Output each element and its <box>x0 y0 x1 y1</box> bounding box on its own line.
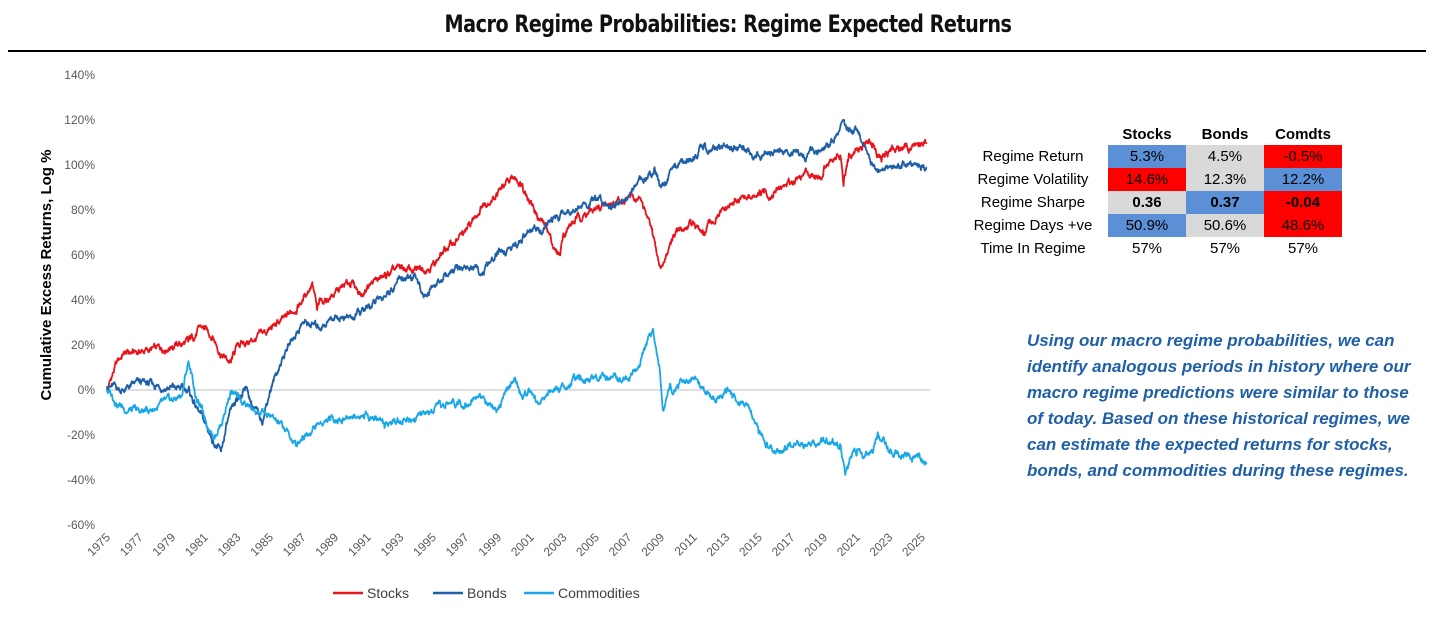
stats-cell: 50.6% <box>1186 214 1264 237</box>
x-tick-label: 1991 <box>345 530 374 559</box>
legend-item-stocks: Stocks <box>333 585 409 601</box>
legend: Stocks Bonds Commodities <box>333 585 640 601</box>
stats-header-row: Stocks Bonds Comdts <box>958 123 1342 145</box>
x-tick-label: 1977 <box>117 530 146 559</box>
y-tick-label: 40% <box>71 293 95 307</box>
stats-cell: 0.36 <box>1108 191 1186 214</box>
series-line-bonds <box>106 118 928 453</box>
stats-cell: 48.6% <box>1264 214 1342 237</box>
y-tick-label: 20% <box>71 338 95 352</box>
stats-row-sharpe: Regime Sharpe 0.36 0.37 -0.04 <box>958 191 1342 214</box>
x-tick-label: 2019 <box>801 530 830 559</box>
x-tick-label: 1979 <box>150 530 179 559</box>
series-line-stocks <box>106 138 928 391</box>
x-tick-label: 1997 <box>443 530 472 559</box>
y-tick-label: -20% <box>67 428 95 442</box>
stats-row-time-in-regime: Time In Regime 57% 57% 57% <box>958 237 1342 260</box>
chart-title: Macro Regime Probabilities: Regime Expec… <box>444 10 1012 38</box>
x-tick-label: 1975 <box>84 530 113 559</box>
stats-row-volatility: Regime Volatility 14.6% 12.3% 12.2% <box>958 168 1342 191</box>
y-tick-label: 80% <box>71 203 95 217</box>
stats-row-days-positive: Regime Days +ve 50.9% 50.6% 48.6% <box>958 214 1342 237</box>
x-tick-label: 2015 <box>736 530 765 559</box>
legend-label: Bonds <box>467 585 507 601</box>
legend-label: Commodities <box>558 585 640 601</box>
x-tick-label: 2009 <box>638 530 667 559</box>
chart-series <box>106 118 928 476</box>
x-tick-label: 2005 <box>573 530 602 559</box>
stats-cell: 5.3% <box>1108 145 1186 168</box>
x-tick-label: 1999 <box>475 530 504 559</box>
series-line-commodities <box>106 327 928 476</box>
title-underline <box>8 50 1426 52</box>
stats-cell: 57% <box>1131 240 1163 257</box>
commentary-text: Using our macro regime probabilities, we… <box>1027 331 1411 480</box>
legend-item-commodities: Commodities <box>524 585 640 601</box>
y-tick-label: -60% <box>67 518 95 532</box>
line-chart: 140% 120% 100% 80% 60% 40% 20% 0% -20% -40% -60% 1… <box>38 68 930 601</box>
stats-row-return: Regime Return 5.3% 4.5% -0.5% <box>958 145 1342 168</box>
x-tick-label: 2011 <box>672 530 700 558</box>
stats-cell: 50.9% <box>1108 214 1186 237</box>
stats-cell: -0.04 <box>1264 191 1342 214</box>
stats-cell: 14.6% <box>1108 168 1186 191</box>
y-tick-label: 0% <box>78 383 96 397</box>
x-tick-label: 2013 <box>704 530 733 559</box>
stats-row-label: Regime Days +ve <box>973 217 1093 234</box>
x-tick-label: 2017 <box>769 530 798 559</box>
legend-label: Stocks <box>367 585 409 601</box>
y-tick-label: 120% <box>64 113 95 127</box>
stats-cell: 57% <box>1209 240 1241 257</box>
x-tick-label: 2023 <box>867 530 896 559</box>
stats-header-bonds: Bonds <box>1201 125 1249 143</box>
x-tick-label: 1985 <box>247 530 276 559</box>
stats-cell: 12.2% <box>1264 168 1342 191</box>
stats-header-stocks: Stocks <box>1122 125 1172 143</box>
stats-cell: -0.5% <box>1264 145 1342 168</box>
stats-row-label: Regime Sharpe <box>980 194 1086 211</box>
stats-row-label: Time In Regime <box>980 240 1086 257</box>
y-tick-label: -40% <box>67 473 95 487</box>
stats-header-blank <box>958 123 1108 145</box>
y-axis: 140% 120% 100% 80% 60% 40% 20% 0% -20% -40% -60% <box>64 68 95 532</box>
y-tick-label: 140% <box>64 68 95 82</box>
stats-cell: 0.37 <box>1186 191 1264 214</box>
x-tick-label: 2001 <box>508 530 537 559</box>
stats-row-label: Regime Return <box>982 148 1084 165</box>
x-tick-label: 2025 <box>899 530 928 559</box>
x-tick-label: 1993 <box>378 530 407 559</box>
stats-cell: 12.3% <box>1186 168 1264 191</box>
y-tick-label: 60% <box>71 248 95 262</box>
x-tick-label: 1989 <box>312 530 341 559</box>
legend-item-bonds: Bonds <box>433 585 507 601</box>
stats-cell: 57% <box>1287 240 1319 257</box>
regime-stats-table: Stocks Bonds Comdts Regime Return 5.3% 4… <box>958 123 1342 260</box>
x-tick-label: 1987 <box>280 530 309 559</box>
x-axis: 1975 1977 1979 1981 1983 1985 1987 1989 1991 1993… <box>84 389 930 559</box>
x-tick-label: 1995 <box>410 530 439 559</box>
stats-row-label: Regime Volatility <box>977 171 1089 188</box>
x-tick-label: 1981 <box>182 530 211 559</box>
x-tick-label: 2021 <box>834 530 863 559</box>
x-tick-label: 1983 <box>215 530 244 559</box>
x-tick-label: 2003 <box>541 530 570 559</box>
stats-header-comdts: Comdts <box>1275 125 1331 143</box>
stats-cell: 4.5% <box>1186 145 1264 168</box>
x-tick-label: 2007 <box>606 530 635 559</box>
y-tick-label: 100% <box>64 158 95 172</box>
y-axis-label: Cumulative Excess Returns, Log % <box>38 150 55 401</box>
